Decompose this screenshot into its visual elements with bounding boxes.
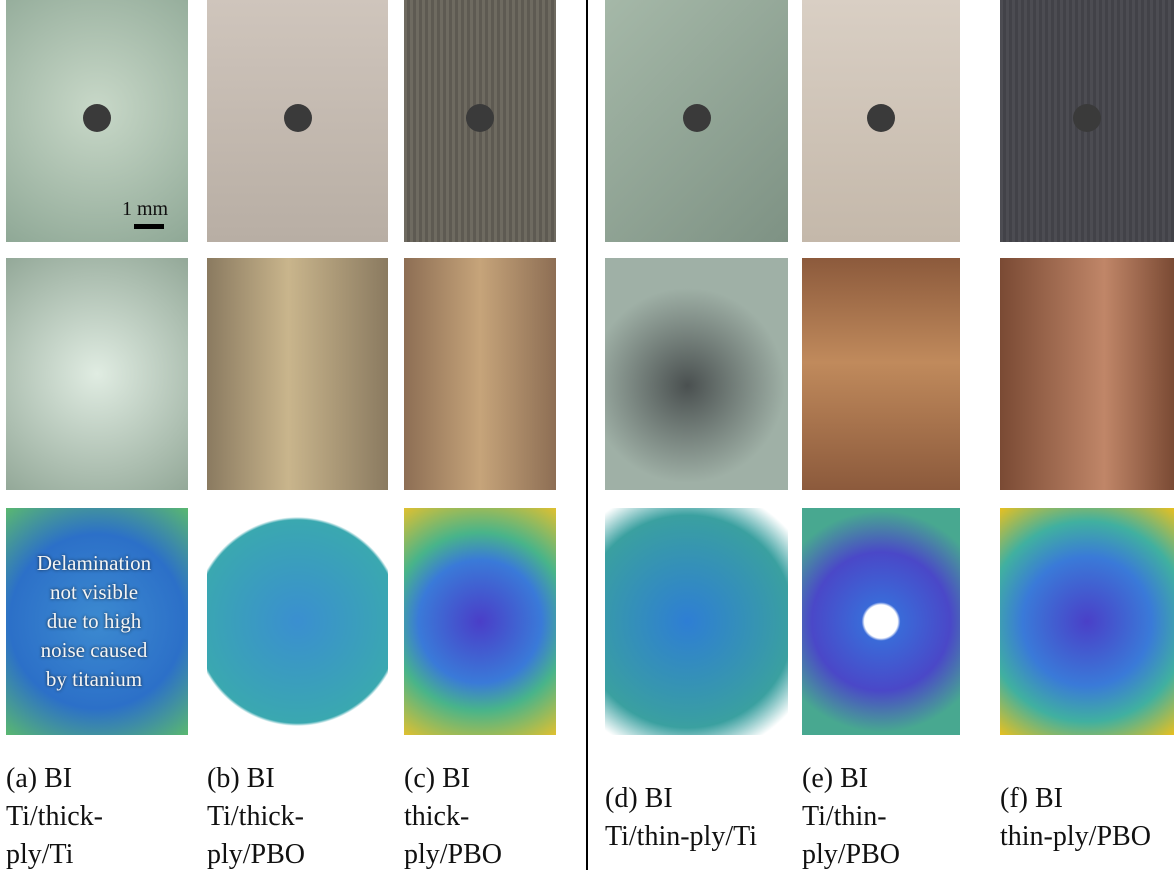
impact-site	[466, 104, 494, 132]
panel-caption: (f) BI	[1000, 780, 1063, 818]
panel-caption: thick-	[404, 798, 469, 836]
panel-caption: Ti/thick-	[6, 798, 103, 836]
panel-image	[605, 258, 788, 490]
panel-caption: ply/PBO	[802, 836, 900, 870]
panel-caption: (c) BI	[404, 760, 470, 798]
divider	[586, 0, 588, 870]
panel-image	[404, 508, 556, 735]
panel-caption: Ti/thick-	[207, 798, 304, 836]
panel-image	[207, 508, 388, 735]
panel-image	[1000, 508, 1174, 735]
panel-caption: thin-ply/PBO	[1000, 818, 1151, 856]
impact-site	[83, 104, 111, 132]
panel-caption: ply/Ti	[6, 836, 73, 870]
panel-image	[404, 258, 556, 490]
panel-caption: (e) BI	[802, 760, 868, 798]
impact-site	[1073, 104, 1101, 132]
panel-caption: Ti/thin-	[802, 798, 887, 836]
impact-site	[284, 104, 312, 132]
panel-caption: ply/PBO	[404, 836, 502, 870]
panel-image	[802, 258, 960, 490]
impact-site	[867, 104, 895, 132]
panel-caption: (a) BI	[6, 760, 72, 798]
scale-bar-label: 1 mm	[122, 198, 168, 221]
note-line: by titanium	[46, 665, 142, 694]
panel-caption: (b) BI	[207, 760, 275, 798]
note-line: due to high	[47, 607, 142, 636]
impact-site	[683, 104, 711, 132]
panel-image	[1000, 258, 1174, 490]
panel-caption: Ti/thin-ply/Ti	[605, 818, 757, 856]
panel-caption: ply/PBO	[207, 836, 305, 870]
panel-image	[802, 508, 960, 735]
panel-caption: (d) BI	[605, 780, 673, 818]
note-line: Delamination	[37, 549, 151, 578]
note-line: not visible	[50, 578, 138, 607]
panel-image	[605, 508, 788, 735]
scale-bar	[134, 224, 164, 229]
panel-image	[207, 258, 388, 490]
note-line: noise caused	[41, 636, 148, 665]
panel-image	[6, 258, 188, 490]
figure: (a) BITi/thick-ply/Ti(b) BITi/thick-ply/…	[0, 0, 1174, 870]
